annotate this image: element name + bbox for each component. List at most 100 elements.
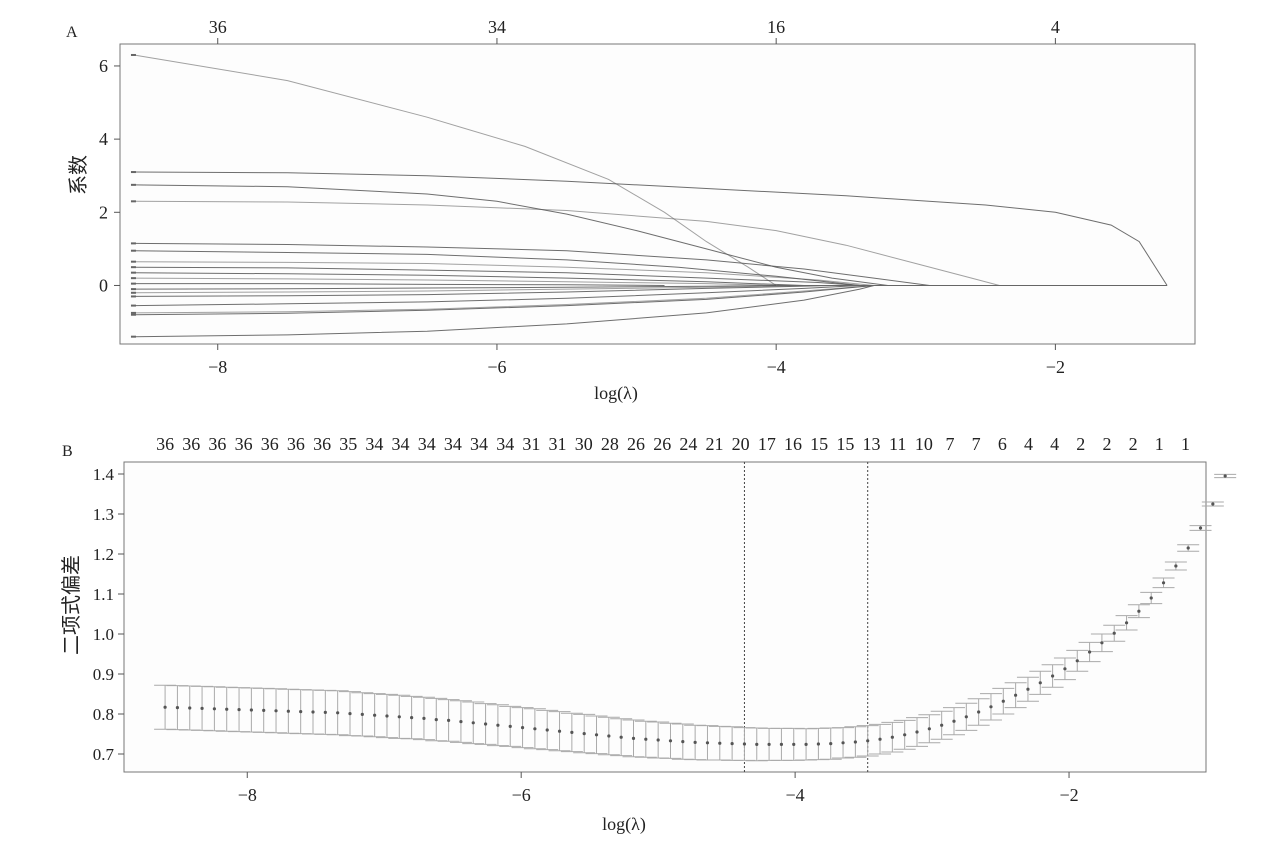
panel-b-data-point [311,710,315,714]
panel-b-axes: −8 −6 −4 −2 0.7 0.8 0.9 1.0 1.1 1.2 1.3 1.4 36 36 36 36… [93,434,1190,805]
panel-b-top-tick-label: 17 [758,434,776,454]
panel-b-data-point [1100,641,1104,645]
panel-b-data-point [410,716,414,720]
panel-b-data-point [175,706,180,710]
panel-b-y-tick-label: 1.1 [93,585,114,604]
panel-b-data-point [496,723,500,727]
panel-b-top-tick-label: 36 [287,434,305,454]
panel-a-coefficient-paths [130,53,1168,338]
panel-b-data-point [1063,667,1067,671]
panel-b-top-tick-label: 2 [1129,434,1138,454]
panel-a-path-start-marker [130,242,136,245]
panel-b-data-point [225,707,229,711]
panel-a-chart: −8 −6 −4 −2 0 2 4 6 36 34 16 4 log(λ) 系数 [67,17,1196,404]
panel-b-data-point [607,734,611,738]
panel-a-coefficient-path [133,285,874,314]
panel-a-top-tick-label: 36 [209,17,227,37]
panel-b-top-tick-label: 36 [156,434,174,454]
panel-a-y-tick-label: 0 [99,275,108,295]
panel-a-top-tick-label: 4 [1051,17,1060,37]
panel-b-data-point [1223,474,1227,478]
panel-a-x-tick-label: −6 [487,357,506,377]
panel-b-y-tick-label: 1.3 [93,505,114,524]
panel-a-coefficient-path [133,272,805,286]
panel-b-data-point [323,710,327,715]
panel-b-top-tick-label: 11 [889,434,906,454]
panel-b-top-tick-label: 28 [601,434,619,454]
panel-b-top-tick-label: 34 [444,434,462,454]
panel-a-coefficient-path [133,285,833,297]
panel-a-coefficient-path [133,171,1168,286]
panel-b-data-point [853,740,857,744]
panel-b-top-tick-label: 4 [1050,434,1059,454]
panel-a-y-axis-label: 系数 [67,155,90,195]
panel-b-top-tick-label: 7 [945,434,954,454]
panel-b-data-point [841,741,845,745]
panel-b-data-point [767,742,771,747]
panel-b-data-point [1014,693,1018,697]
panel-b-data-point [989,705,993,709]
panel-b-data-point [1038,681,1042,685]
panel-b-data-point [940,723,944,727]
panel-b-top-tick-label: 34 [470,434,488,454]
panel-b-data-point [373,713,377,717]
panel-b-data-point [644,737,648,741]
panel-b-label: B [62,443,73,460]
panel-b-top-tick-label: 10 [915,434,933,454]
panel-b-data-point [816,742,820,746]
panel-b-top-tick-label: 34 [418,434,436,454]
panel-a-path-start-marker [130,291,136,294]
panel-b-data-point [619,735,623,739]
panel-a-top-tick-label: 16 [767,17,785,37]
panel-b-y-tick-label: 1.4 [93,465,115,484]
panel-b-data-point [520,726,525,730]
panel-b-data-point [1051,674,1055,678]
panel-b-y-tick-label: 0.7 [93,745,115,764]
panel-a-path-start-marker [130,171,136,174]
panel-b-data-point [1211,502,1215,506]
panel-a-x-axis-label: log(λ) [594,383,638,404]
panel-b-data-point [533,727,537,731]
panel-b-data-point [1026,687,1030,691]
panel-a-coefficient-path [133,285,777,290]
panel-b-top-tick-label: 13 [862,434,880,454]
panel-b-top-tick-label: 16 [784,434,802,454]
panel-b-chart: −8 −6 −4 −2 0.7 0.8 0.9 1.0 1.1 1.2 1.3 1.4 36 36 36 36… [60,434,1237,835]
panel-a-coefficient-path [133,285,860,307]
panel-b-top-tick-label: 6 [998,434,1007,454]
panel-b-data-point [447,718,451,723]
panel-b-data-point [459,720,463,724]
panel-b-x-tick-label: −6 [512,785,531,805]
panel-b-data-point [866,739,870,743]
panel-a-path-start-marker [130,249,136,252]
panel-a-coefficient-path [134,283,665,286]
panel-a-path-start-marker [130,277,136,280]
panel-b-data-point [200,706,204,711]
panel-a-coefficient-path [133,285,874,316]
panel-b-data-point [262,708,266,713]
panel-a-coefficient-path [133,54,777,286]
panel-b-top-tick-label: 15 [836,434,854,454]
panel-a-coefficient-path [133,266,860,286]
panel-b-top-tick-label: 20 [732,434,750,454]
panel-b-data-point [903,733,907,737]
panel-b-data-point [299,710,303,714]
panel-b-data-point [360,712,364,717]
panel-b-top-tick-label: 35 [339,434,357,454]
panel-a-path-start-marker [130,311,136,314]
panel-b-data-point [1198,526,1203,530]
panel-b-y-tick-label: 0.8 [93,705,114,724]
panel-a-x-tick-label: −8 [208,357,227,377]
panel-b-data-point [570,730,574,735]
panel-b-x-tick-label: −8 [238,785,257,805]
panel-b-data-point [545,728,549,732]
panel-b-data-point [1137,609,1141,613]
panel-b-data-point [508,724,512,729]
panel-b-data-point [1112,631,1116,635]
panel-a-path-start-marker [130,260,136,263]
panel-b-top-tick-label: 30 [575,434,593,454]
panel-b-data-point [668,739,673,743]
panel-b-data-point [348,712,352,716]
panel-b-top-tick-label: 26 [627,434,645,454]
